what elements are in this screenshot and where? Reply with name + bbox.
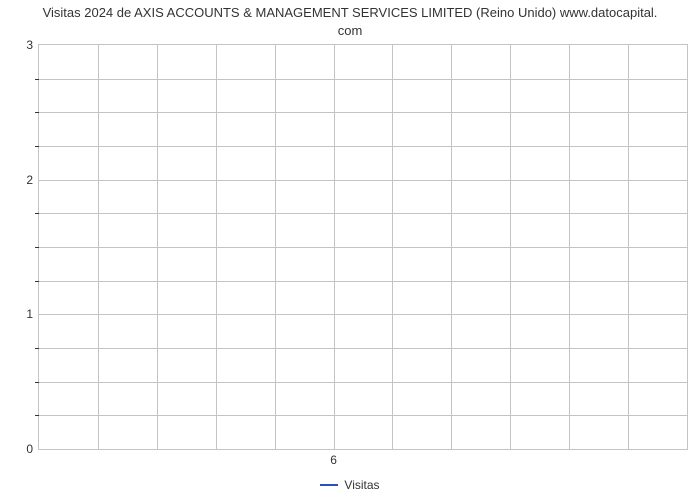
gridline-v (510, 45, 511, 449)
gridline-v (569, 45, 570, 449)
gridline-h (39, 79, 687, 80)
legend-item-visitas: Visitas (320, 478, 379, 492)
gridline-v (628, 45, 629, 449)
gridline-h (39, 281, 687, 282)
gridline-v (216, 45, 217, 449)
gridline-v (451, 45, 452, 449)
ytick-minor (35, 213, 39, 214)
gridline-h (39, 146, 687, 147)
gridline-h (39, 382, 687, 383)
gridline-v (275, 45, 276, 449)
gridline-h (39, 112, 687, 113)
ytick-label: 3 (26, 38, 33, 52)
gridline-h (39, 247, 687, 248)
ytick-minor (35, 112, 39, 113)
gridline-v (157, 45, 158, 449)
ytick-minor (35, 281, 39, 282)
ytick-label: 0 (26, 442, 33, 456)
legend-label: Visitas (344, 478, 379, 492)
ytick-minor (35, 415, 39, 416)
gridline-h (39, 180, 687, 181)
ytick-minor (35, 247, 39, 248)
ytick-minor (35, 348, 39, 349)
xtick-label: 6 (330, 453, 337, 467)
gridline-h (39, 415, 687, 416)
chart-area: 01236 (38, 44, 688, 450)
gridline-h (39, 314, 687, 315)
ytick-minor (35, 79, 39, 80)
ytick-minor (35, 146, 39, 147)
chart-title-line1: Visitas 2024 de AXIS ACCOUNTS & MANAGEME… (43, 5, 658, 20)
gridline-v (392, 45, 393, 449)
legend-swatch (320, 484, 338, 487)
legend: Visitas (0, 475, 700, 492)
chart-title: Visitas 2024 de AXIS ACCOUNTS & MANAGEME… (0, 0, 700, 41)
gridline-v (334, 45, 335, 449)
gridline-v (98, 45, 99, 449)
ytick-label: 2 (26, 173, 33, 187)
gridline-h (39, 348, 687, 349)
plot-area: 01236 (38, 44, 688, 450)
ytick-label: 1 (26, 307, 33, 321)
chart-title-line2: com (338, 23, 363, 38)
gridline-h (39, 213, 687, 214)
ytick-minor (35, 382, 39, 383)
